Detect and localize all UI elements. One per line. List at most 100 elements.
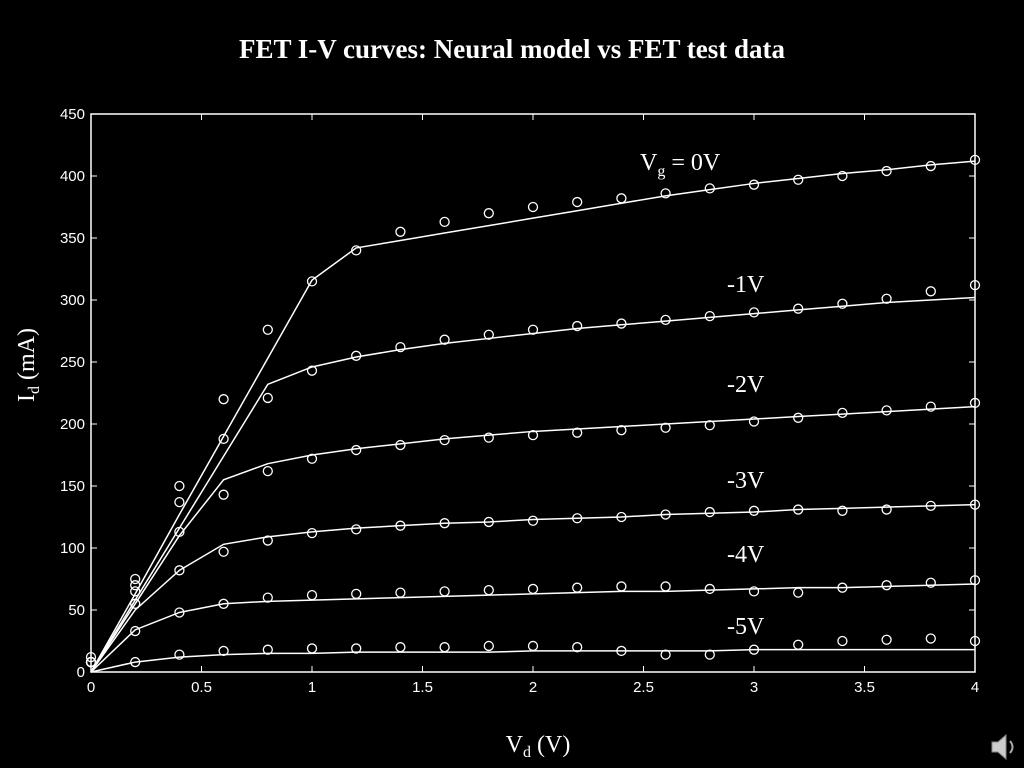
test-point [660, 188, 671, 199]
test-point [793, 504, 804, 515]
test-point [174, 607, 185, 618]
test-point [130, 580, 141, 591]
speaker-icon[interactable] [991, 733, 1014, 761]
test-point [881, 405, 892, 416]
series-label: -4V [727, 542, 765, 568]
model-line [90, 160, 976, 673]
y-label-subscript: d [26, 386, 43, 394]
test-point [704, 183, 715, 194]
test-point [660, 649, 671, 660]
test-point [218, 394, 229, 405]
test-point [837, 582, 848, 593]
test-point [395, 520, 406, 531]
test-point [969, 575, 981, 586]
test-point [395, 226, 406, 237]
test-point [837, 298, 848, 309]
test-point [969, 635, 981, 647]
test-point [439, 334, 450, 345]
test-point [616, 581, 627, 592]
y-tick-label: 50 [68, 602, 85, 619]
x-tick-label: 1 [308, 679, 316, 696]
x-tick-label: 0 [87, 679, 95, 696]
test-point [483, 516, 494, 528]
model-line [90, 296, 976, 673]
y-tick-label: 300 [60, 292, 85, 309]
test-point [837, 505, 848, 516]
x-tick-label: 3 [750, 679, 758, 696]
test-point [174, 480, 185, 492]
test-point [439, 434, 450, 446]
test-point [483, 432, 494, 443]
y-tick-label: 450 [60, 106, 85, 123]
test-point [351, 643, 362, 654]
model-line [90, 503, 976, 673]
y-tick-label: 350 [60, 230, 85, 247]
test-point [174, 496, 185, 508]
test-point [572, 427, 583, 438]
test-point [395, 642, 406, 653]
test-point [704, 420, 715, 431]
y-label-symbol: I [14, 394, 40, 402]
x-tick-label: 4 [971, 679, 979, 696]
x-axis-label: Vd (V) [506, 732, 571, 761]
test-point [262, 592, 273, 603]
test-point [748, 505, 760, 516]
test-point [351, 350, 362, 361]
test-point [925, 633, 936, 644]
gate-label-subscript: g [657, 163, 665, 180]
test-point [748, 179, 760, 190]
x-tick-label: 2.5 [633, 679, 654, 696]
test-point [572, 582, 583, 593]
test-point [483, 640, 494, 652]
test-point [130, 625, 141, 637]
series-label: -3V [727, 468, 765, 494]
y-label-text: (mA) [14, 328, 40, 386]
test-point [881, 580, 892, 591]
test-point [793, 412, 804, 423]
test-point [748, 644, 760, 655]
test-point [483, 329, 494, 340]
test-point [439, 216, 450, 228]
test-point [925, 401, 936, 412]
test-point [174, 526, 185, 538]
test-point [218, 598, 229, 609]
chart-title: FET I-V curves: Neural model vs FET test… [239, 34, 785, 64]
test-point [572, 196, 583, 208]
test-point [925, 577, 936, 588]
test-point [527, 583, 539, 595]
test-point [837, 170, 848, 182]
test-point [837, 635, 848, 647]
test-point [130, 656, 141, 668]
test-point [616, 511, 627, 523]
test-point [793, 639, 804, 650]
model-line [90, 583, 976, 673]
test-point [351, 588, 362, 600]
test-point [395, 439, 406, 451]
test-point [85, 656, 97, 668]
test-point [572, 513, 583, 524]
test-point [262, 324, 273, 335]
test-point [395, 587, 406, 598]
test-point [262, 465, 273, 477]
test-point [748, 307, 760, 318]
test-point [881, 504, 892, 515]
test-point [925, 286, 936, 297]
test-point [262, 644, 273, 655]
test-point [483, 208, 494, 219]
test-point [704, 506, 715, 518]
x-label-text: (V) [531, 732, 570, 758]
test-point [306, 643, 318, 654]
test-point [704, 583, 715, 595]
gate-label-text: = 0V [665, 150, 721, 176]
test-point [660, 581, 671, 592]
y-tick-label: 100 [60, 540, 85, 557]
test-point [262, 535, 273, 546]
test-point [660, 314, 671, 325]
test-point [793, 174, 804, 185]
test-point [218, 645, 229, 657]
test-point [881, 165, 892, 177]
test-point [174, 565, 185, 576]
test-point [527, 640, 539, 652]
test-point [527, 324, 539, 335]
test-point [218, 433, 229, 445]
